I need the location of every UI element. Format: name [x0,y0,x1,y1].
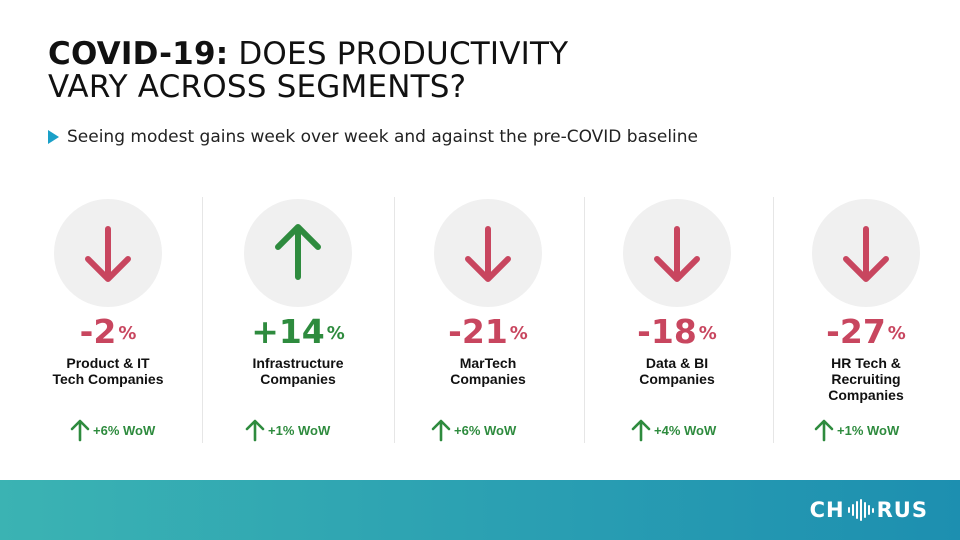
segment-data-bi: -18% Data & BI Companies [582,199,772,387]
segment-hr-tech: -27% HR Tech & Recruiting Companies [771,199,960,403]
value-unit: % [698,323,717,344]
label-line: Companies [828,387,904,403]
value-number: -21 [448,312,508,351]
wow-text: +6% WoW [454,422,517,438]
wow-indicator: +6% WoW [431,418,516,442]
segment-infrastructure: +14% Infrastructure Companies [203,199,393,387]
wow-indicator: +4% WoW [631,418,716,442]
value-number: -2 [79,312,117,351]
title-line2: VARY ACROSS SEGMENTS? [48,69,467,105]
label-line: Companies [260,371,336,387]
segment-value: -21% [393,313,583,351]
label-line: Product & IT [66,355,150,371]
label-line: Infrastructure [252,355,344,371]
segment-product-it: -2% Product & IT Tech Companies [13,199,203,387]
wow-indicator: +6% WoW [70,418,155,442]
wow-indicator: +1% WoW [814,418,899,442]
value-unit: % [118,323,137,344]
trend-circle [623,199,731,307]
down-arrow-icon [85,226,131,282]
soundwave-icon [847,499,874,521]
title-line1: DOES PRODUCTIVITY [228,36,569,72]
segment-martech: -21% MarTech Companies [393,199,583,387]
up-arrow-icon [275,224,321,280]
segment-label: MarTech Companies [393,355,583,387]
trend-circle [54,199,162,307]
up-arrow-icon [245,419,265,442]
segment-label: Data & BI Companies [582,355,772,387]
chorus-logo: CH RUS [810,498,928,522]
wow-text: +6% WoW [93,422,156,438]
label-line: Tech Companies [52,371,164,387]
title-bold: COVID-19: [48,36,229,72]
value-unit: % [509,323,528,344]
down-arrow-icon [465,226,511,282]
value-number: +14 [251,312,325,351]
wow-text: +1% WoW [837,422,900,438]
logo-text-left: CH [809,498,845,522]
footer-band: CH RUS [0,480,960,540]
label-line: MarTech [459,355,517,371]
bullet-row: Seeing modest gains week over week and a… [48,127,698,147]
down-arrow-icon [654,226,700,282]
trend-circle [812,199,920,307]
logo-text-right: RUS [876,498,928,522]
wow-indicator: +1% WoW [245,418,330,442]
label-line: HR Tech & [831,355,901,371]
label-line: Companies [639,371,715,387]
label-line: Companies [450,371,526,387]
divider [202,197,203,443]
label-line: Recruiting [831,371,901,387]
up-arrow-icon [814,419,834,442]
segment-value: +14% [203,313,393,351]
label-line: Data & BI [645,355,709,371]
bullet-text: Seeing modest gains week over week and a… [67,127,698,147]
up-arrow-icon [431,419,451,442]
divider [773,197,774,443]
value-number: -18 [637,312,697,351]
wow-text: +4% WoW [654,422,717,438]
up-arrow-icon [631,419,651,442]
down-arrow-icon [843,226,889,282]
segment-value: -27% [771,313,960,351]
trend-circle [434,199,542,307]
segment-label: Infrastructure Companies [203,355,393,387]
divider [584,197,585,443]
value-number: -27 [826,312,886,351]
divider [394,197,395,443]
bullet-triangle-icon [48,130,59,144]
trend-circle [244,199,352,307]
segment-value: -18% [582,313,772,351]
value-unit: % [326,323,345,344]
page-title: COVID-19: DOES PRODUCTIVITY VARY ACROSS … [48,38,568,104]
up-arrow-icon [70,419,90,442]
segment-label: Product & IT Tech Companies [13,355,203,387]
segment-value: -2% [13,313,203,351]
wow-text: +1% WoW [268,422,331,438]
segment-label: HR Tech & Recruiting Companies [771,355,960,403]
value-unit: % [887,323,906,344]
